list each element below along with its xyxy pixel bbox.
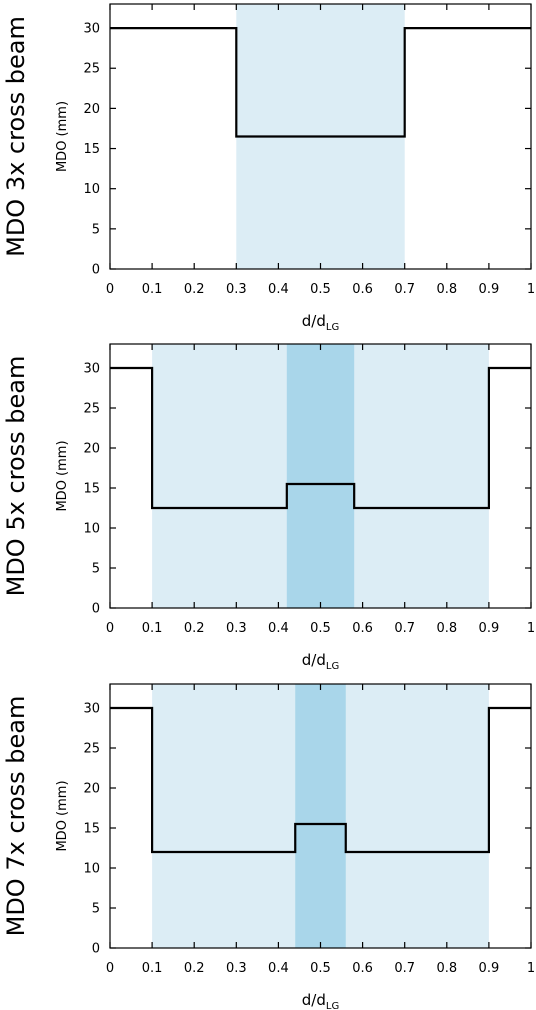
x-axis-label: d/dLG — [302, 651, 339, 672]
x-tick-label: 0.2 — [184, 961, 205, 976]
x-tick-label: 0.8 — [436, 282, 457, 297]
x-axis-label-subscript: LG — [326, 1001, 339, 1010]
x-axis-label-subscript: LG — [326, 661, 339, 672]
y-axis-label: MDO (mm) — [55, 440, 70, 511]
y-tick-label: 15 — [83, 142, 100, 157]
x-axis-label: d/dLG — [302, 312, 339, 333]
row-label: MDO 7x cross beam — [2, 696, 30, 937]
shaded-region-dark — [286, 344, 355, 608]
y-tick-label: 10 — [83, 182, 100, 197]
x-tick-label: 0.8 — [436, 961, 457, 976]
y-axis-label: MDO (mm) — [55, 780, 70, 851]
x-tick-label: 0.7 — [394, 961, 415, 976]
y-axis-label: MDO (mm) — [55, 101, 70, 172]
x-tick-label: 0.8 — [436, 621, 457, 636]
x-tick-label: 0.6 — [352, 621, 373, 636]
x-tick-label: 0.5 — [310, 961, 331, 976]
row-label: MDO 3x cross beam — [2, 16, 30, 257]
y-tick-label: 30 — [83, 22, 100, 37]
x-tick-label: 0.4 — [268, 961, 289, 976]
x-tick-label: 0.3 — [226, 282, 247, 297]
x-tick-label: 0.2 — [184, 282, 205, 297]
y-tick-label: 15 — [83, 822, 100, 837]
y-tick-label: 30 — [83, 362, 100, 377]
series-line — [110, 706, 531, 854]
x-tick-label: 0 — [106, 961, 114, 976]
x-tick-label: 0.6 — [352, 961, 373, 976]
x-tick-label: 0.7 — [394, 621, 415, 636]
y-tick-label: 5 — [92, 562, 100, 577]
x-tick-label: 0.1 — [142, 961, 163, 976]
y-tick-label: 20 — [83, 442, 100, 457]
x-tick-label: 0.2 — [184, 621, 205, 636]
x-axis-label: d/dLG — [302, 991, 339, 1010]
y-tick-label: 20 — [83, 782, 100, 797]
x-axis-label-main: d/d — [302, 312, 326, 330]
y-tick-label: 0 — [92, 942, 100, 957]
x-axis-label-subscript: LG — [326, 322, 339, 333]
x-tick-label: 1 — [527, 621, 535, 636]
y-tick-label: 0 — [92, 263, 100, 278]
y-tick-label: 5 — [92, 222, 100, 237]
x-tick-label: 0.1 — [142, 621, 163, 636]
chart-panel-3: 0 0.1 0.2 0.3 0.4 0.5 0.6 0.7 0.8 0.9 105101520253… — [2, 683, 535, 1010]
x-tick-label: 0 — [106, 621, 114, 636]
y-tick-label: 20 — [83, 102, 100, 117]
chart-panel-1: 0 0.1 0.2 0.3 0.4 0.5 0.6 0.7 0.8 0.9 105101520253… — [2, 3, 535, 333]
x-tick-label: 0.9 — [479, 621, 500, 636]
x-tick-label: 1 — [527, 282, 535, 297]
x-tick-label: 0.5 — [310, 621, 331, 636]
y-tick-label: 25 — [83, 62, 100, 77]
x-tick-label: 0.5 — [310, 282, 331, 297]
y-tick-label: 15 — [83, 482, 100, 497]
y-tick-label: 0 — [92, 602, 100, 617]
x-tick-label: 0.9 — [479, 961, 500, 976]
x-tick-label: 1 — [527, 961, 535, 976]
series-line — [110, 366, 531, 510]
y-tick-label: 10 — [83, 862, 100, 877]
x-tick-label: 0.6 — [352, 282, 373, 297]
row-label: MDO 5x cross beam — [2, 356, 30, 597]
x-axis-label-main: d/d — [302, 991, 326, 1009]
x-tick-label: 0.4 — [268, 282, 289, 297]
x-axis-label-main: d/d — [302, 651, 326, 669]
series-line — [110, 26, 531, 138]
x-tick-label: 0 — [106, 282, 114, 297]
x-tick-label: 0.4 — [268, 621, 289, 636]
x-tick-label: 0.1 — [142, 282, 163, 297]
x-tick-label: 0.3 — [226, 961, 247, 976]
y-tick-label: 5 — [92, 902, 100, 917]
y-tick-label: 30 — [83, 702, 100, 717]
x-tick-label: 0.9 — [479, 282, 500, 297]
y-tick-label: 10 — [83, 522, 100, 537]
x-tick-label: 0.7 — [394, 282, 415, 297]
y-tick-label: 25 — [83, 402, 100, 417]
y-tick-label: 25 — [83, 742, 100, 757]
shaded-region-dark — [295, 684, 346, 948]
chart-panel-2: 0 0.1 0.2 0.3 0.4 0.5 0.6 0.7 0.8 0.9 105101520253… — [2, 343, 535, 672]
x-tick-label: 0.3 — [226, 621, 247, 636]
